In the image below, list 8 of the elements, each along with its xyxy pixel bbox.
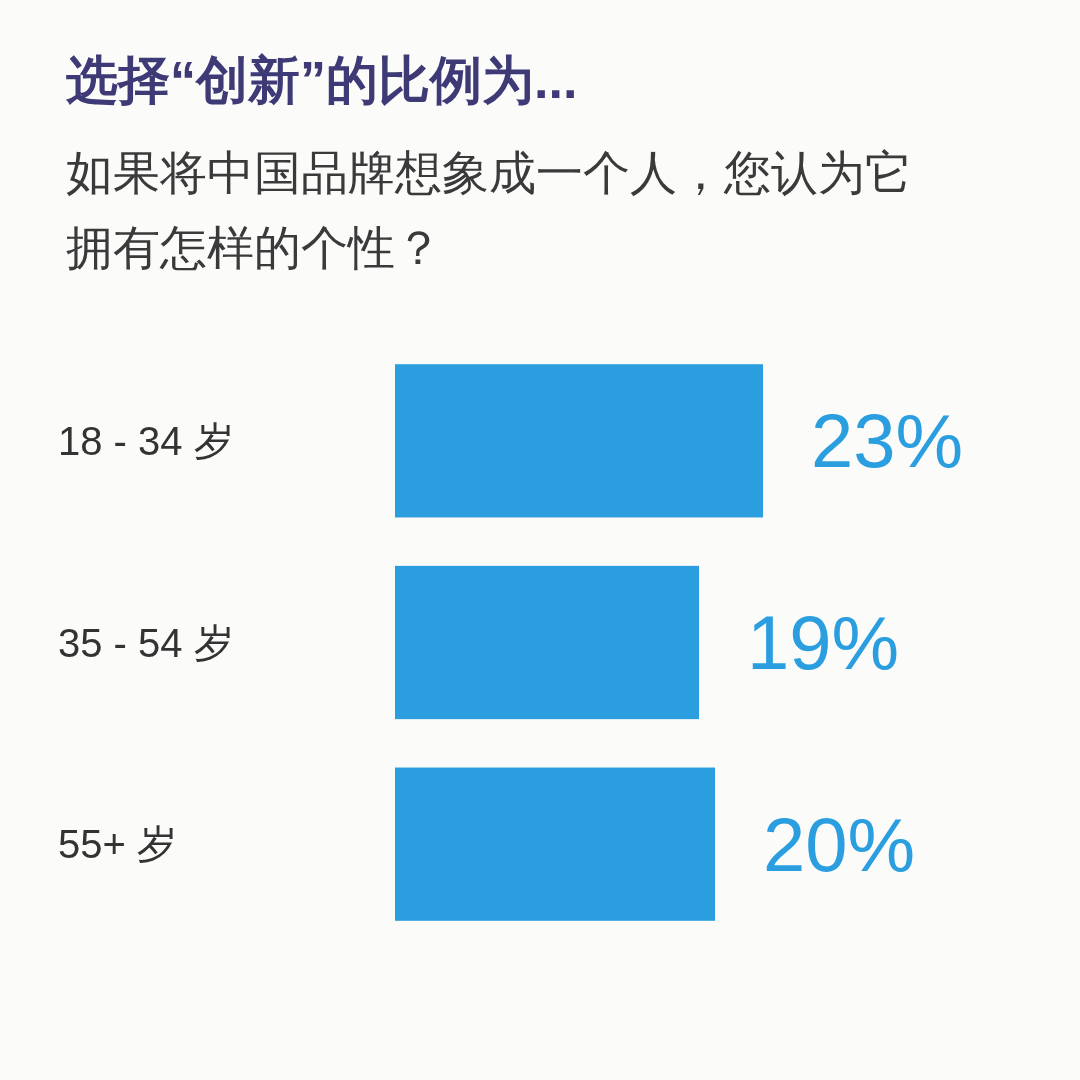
data-label: 19%	[747, 600, 900, 685]
y-tick-label: 18 - 34 岁	[58, 418, 234, 463]
data-label: 20%	[763, 801, 916, 887]
y-tick-label: 35 - 54 岁	[58, 620, 234, 665]
chart-subtitle: 如果将中国品牌想象成一个人，您认为它拥有怎样的个性？	[66, 145, 913, 276]
chart-title: 选择“创新”的比例为...	[66, 50, 578, 111]
y-tick-label: 55+ 岁	[58, 822, 177, 867]
data-label: 23%	[811, 398, 964, 484]
